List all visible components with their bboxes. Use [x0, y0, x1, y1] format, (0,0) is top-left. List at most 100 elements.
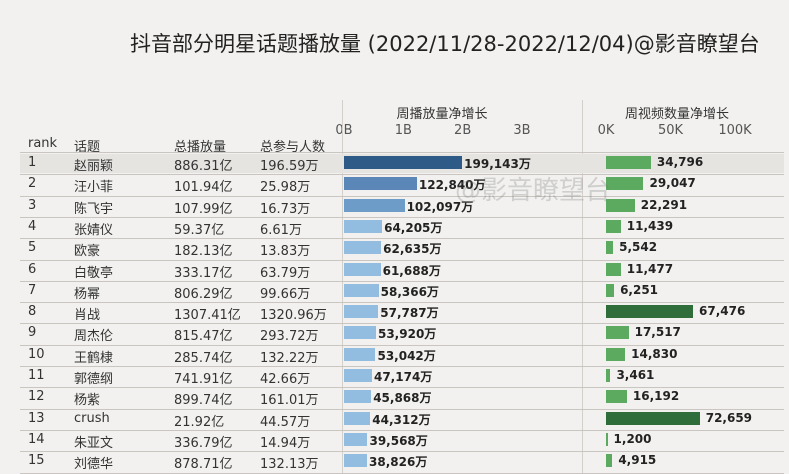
table-row: 7 杨幂 806.29亿 99.66万 58,366万 6,251 — [20, 281, 784, 302]
row-separator — [20, 429, 784, 431]
total-plays-cell: 886.31亿 — [174, 159, 233, 174]
weekly-plays-value: 199,143万 — [464, 157, 531, 171]
rank-cell: 10 — [28, 346, 45, 362]
weekly-videos-value: 72,659 — [705, 410, 753, 425]
weekly-plays-value: 58,366万 — [380, 284, 439, 299]
table-row: 1 赵丽颖 886.31亿 196.59万 199,143万 34,796 — [20, 153, 784, 174]
participants-cell: 14.94万 — [260, 435, 311, 451]
rank-cell: 5 — [28, 240, 37, 256]
topic-cell: 陈飞宇 — [74, 201, 114, 217]
topic-cell: 杨紫 — [74, 393, 101, 409]
total-participants-header: 总参与人数 — [260, 140, 326, 155]
table-row: 12 杨紫 899.74亿 161.01万 45,868万 16,192 — [20, 387, 784, 409]
header-separator — [20, 152, 784, 153]
rank-header: rank — [28, 136, 58, 151]
weekly-videos-bar — [606, 283, 615, 297]
row-separator — [20, 344, 784, 346]
rank-cell: 9 — [28, 325, 37, 341]
weekly-videos-value: 67,476 — [699, 304, 746, 319]
table-row: 5 欧豪 182.13亿 13.83万 62,635万 5,542 — [20, 238, 784, 259]
topic-cell: 朱亚文 — [74, 435, 114, 451]
weekly-videos-value: 1,200 — [613, 431, 652, 446]
total-plays-cell: 815.47亿 — [174, 329, 233, 345]
rank-cell: 6 — [28, 261, 37, 277]
rank-cell: 15 — [28, 453, 45, 469]
weekly-videos-value: 6,251 — [620, 282, 659, 297]
weekly-plays-value: 45,868万 — [373, 391, 432, 406]
rank-cell: 8 — [28, 304, 37, 320]
topic-cell: 张婧仪 — [74, 222, 114, 238]
weekly-videos-value: 4,915 — [618, 453, 657, 468]
weekly-plays-bar — [344, 262, 381, 276]
participants-cell: 16.73万 — [260, 201, 311, 217]
axis-tick-label: 100K — [718, 123, 752, 138]
row-separator — [20, 195, 784, 197]
weekly-plays-bar — [344, 347, 376, 361]
row-separator — [20, 387, 784, 389]
topic-cell: 赵丽颖 — [74, 159, 114, 174]
weekly-videos-bar — [606, 326, 629, 340]
weekly-plays-value: 61,688万 — [382, 263, 441, 278]
weekly-videos-bar — [606, 219, 621, 233]
total-plays-cell: 1307.41亿 — [174, 308, 241, 324]
participants-cell: 99.66万 — [260, 286, 311, 302]
weekly-videos-bar — [606, 432, 608, 446]
participants-cell: 161.01万 — [260, 393, 319, 409]
rank-cell: 14 — [28, 431, 45, 447]
rank-cell: 4 — [28, 218, 37, 234]
weekly-videos-bar — [606, 369, 611, 382]
table-row: 13 crush 21.92亿 44.57万 44,312万 72,659 — [20, 409, 784, 430]
weekly-plays-value: 38,826万 — [369, 455, 428, 470]
axis-tick-label: 50K — [657, 123, 684, 138]
weekly-videos-value: 16,192 — [632, 389, 680, 404]
row-separator — [20, 238, 784, 240]
weekly-plays-bar — [344, 305, 379, 319]
table-row: 3 陈飞宇 107.99亿 16.73万 102,097万 22,291 — [20, 196, 784, 217]
topic-cell: crush — [74, 410, 110, 426]
row-separator — [20, 451, 784, 453]
weekly-videos-value: 17,517 — [634, 325, 681, 340]
weekly-plays-value: 64,205万 — [384, 220, 443, 235]
axis-tick-label: 0B — [335, 123, 353, 138]
weekly-videos-bar — [606, 411, 700, 425]
weekly-plays-value: 122,840万 — [418, 178, 486, 193]
weekly-plays-bar — [344, 432, 368, 446]
table-row: 8 肖战 1307.41亿 1320.96万 57,787万 67,476 — [20, 302, 784, 324]
weekly-videos-bar — [606, 390, 627, 404]
total-plays-cell: 59.37亿 — [174, 222, 225, 238]
rank-cell: 2 — [28, 176, 37, 192]
weekly-plays-value: 53,042万 — [377, 348, 436, 363]
chart-title: 抖音部分明星话题播放量 (2022/11/28-2022/12/04)@影音瞭望… — [130, 32, 760, 56]
weekly-plays-bar — [344, 219, 383, 233]
weekly-plays-bar — [344, 390, 372, 404]
weekly-videos-value: 11,477 — [626, 261, 674, 276]
total-plays-cell: 107.99亿 — [174, 201, 233, 217]
weekly-videos-value: 34,796 — [656, 155, 704, 169]
weekly-videos-bar — [606, 262, 621, 276]
weekly-plays-value: 39,568万 — [369, 433, 428, 448]
weekly-plays-bar — [344, 177, 417, 191]
weekly-videos-bar — [606, 156, 651, 169]
participants-cell: 196.59万 — [260, 159, 319, 174]
row-separator — [20, 216, 784, 218]
topic-cell: 白敬亭 — [74, 265, 114, 281]
weekly-videos-bar — [606, 305, 694, 319]
weekly-plays-bar — [344, 156, 463, 169]
total-plays-cell: 741.91亿 — [174, 372, 233, 387]
table-row: 15 刘德华 878.71亿 132.13万 38,826万 4,915 — [20, 451, 784, 472]
weekly-plays-bar — [344, 198, 405, 212]
weekly-plays-bar — [344, 241, 382, 255]
participants-cell: 293.72万 — [260, 329, 319, 345]
row-separator — [20, 302, 784, 304]
topic-cell: 王鹤棣 — [74, 350, 114, 366]
table-row: 14 朱亚文 336.79亿 14.94万 39,568万 1,200 — [20, 430, 784, 451]
total-plays-header: 总播放量 — [174, 140, 227, 155]
table-row: 4 张婧仪 59.37亿 6.61万 64,205万 11,439 — [20, 217, 784, 238]
total-plays-cell: 285.74亿 — [174, 350, 233, 366]
table-row: 10 王鹤棣 285.74亿 132.22万 53,042万 14,830 — [20, 345, 784, 366]
chart-divider — [342, 100, 343, 473]
total-plays-cell: 806.29亿 — [174, 286, 233, 302]
watermark: @影音瞭望台 — [455, 176, 612, 206]
weekly-plays-value: 62,635万 — [383, 242, 442, 257]
rank-cell: 3 — [28, 197, 37, 213]
